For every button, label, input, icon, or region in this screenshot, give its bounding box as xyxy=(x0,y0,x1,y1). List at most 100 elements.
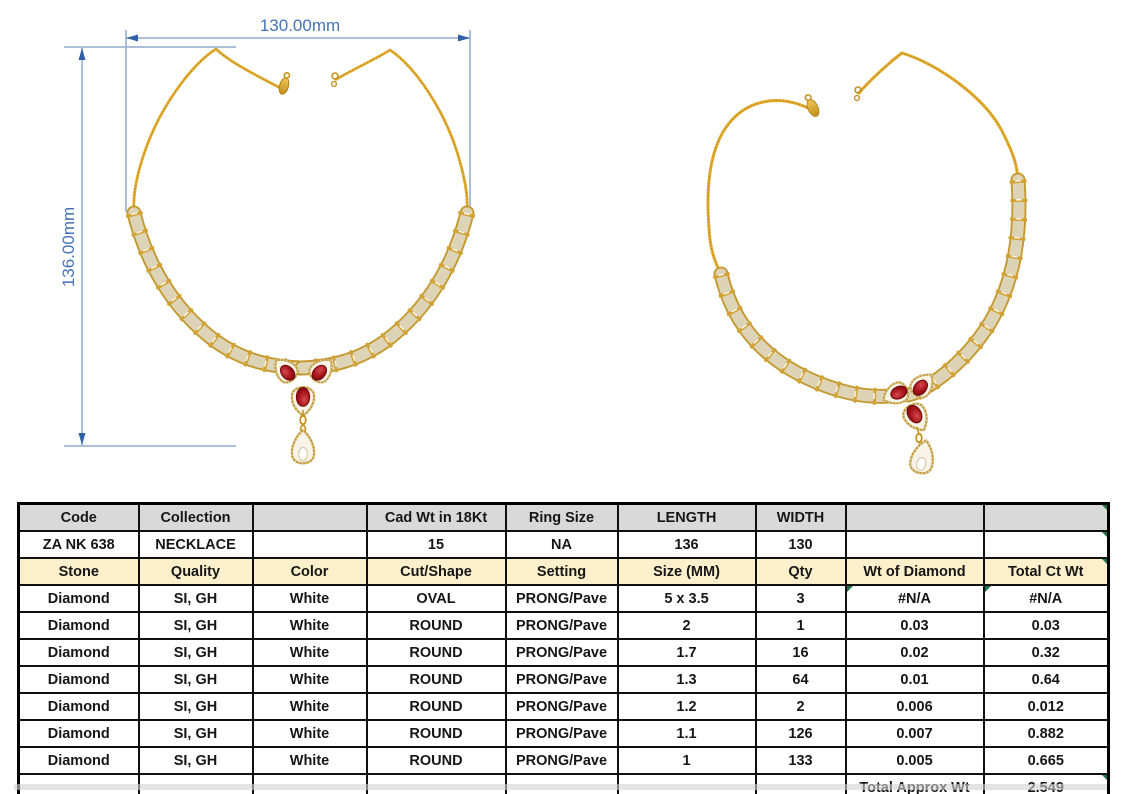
stone-header-cell: Cut/Shape xyxy=(365,557,507,586)
info-value-cell xyxy=(982,530,1110,559)
stone-header-cell: Quality xyxy=(137,557,254,586)
info-header-cell: Ring Size xyxy=(504,502,619,532)
stone-data-cell: PRONG/Pave xyxy=(504,638,619,667)
stone-data-cell: 3 xyxy=(754,584,847,613)
stone-data-cell: PRONG/Pave xyxy=(504,611,619,640)
drawing-area: 130.00mm 136.00mm xyxy=(59,16,1028,475)
cell-flag-icon xyxy=(1102,775,1107,780)
stone-data-cell: 0.01 xyxy=(844,665,985,694)
table-row: Diamond SI, GH White ROUND PRONG/Pave 1.7 16 0.… xyxy=(17,638,1110,667)
stone-data-cell: 2 xyxy=(616,611,757,640)
stone-data-cell: 1 xyxy=(616,746,757,775)
clasp-render-icon xyxy=(804,86,862,117)
stone-data-cell: Diamond xyxy=(17,665,140,694)
info-value-cell: NA xyxy=(504,530,619,559)
info-value-cell: 15 xyxy=(365,530,507,559)
stone-data-cell: PRONG/Pave xyxy=(504,584,619,613)
info-value-cell: 136 xyxy=(616,530,757,559)
stone-header-cell: Qty xyxy=(754,557,847,586)
stone-data-cell: ROUND xyxy=(365,746,507,775)
table-row: Diamond SI, GH White ROUND PRONG/Pave 1.2 2 0.0… xyxy=(17,692,1110,721)
stone-data-cell: PRONG/Pave xyxy=(504,746,619,775)
stone-data-cell: ROUND xyxy=(365,692,507,721)
table-row: Diamond SI, GH White OVAL PRONG/Pave 5 x 3.5 3… xyxy=(17,584,1110,613)
cell-flag-icon xyxy=(1102,533,1107,537)
cell-flag-icon xyxy=(1102,560,1107,564)
info-value-cell: ZA NK 638 xyxy=(17,530,140,559)
stone-data-cell: SI, GH xyxy=(137,719,254,748)
stone-data-cell: 1.7 xyxy=(616,638,757,667)
stone-data-cell: OVAL xyxy=(365,584,507,613)
stone-data-cell: 64 xyxy=(754,665,847,694)
stone-data-cell: White xyxy=(251,692,368,721)
spec-table-body: Code Collection Cad Wt in 18Kt Ring Size LEN… xyxy=(17,502,1110,794)
info-header-cell: Cad Wt in 18Kt xyxy=(365,502,507,532)
stone-header-cell: Setting xyxy=(504,557,619,586)
stone-data-cell: 0.882 xyxy=(982,719,1110,748)
stone-data-cell: SI, GH xyxy=(137,638,254,667)
chain-front xyxy=(132,47,469,214)
stone-data-cell: SI, GH xyxy=(137,665,254,694)
stone-data-cell: 0.64 xyxy=(982,665,1110,694)
info-header-cell: Code xyxy=(17,502,140,532)
info-header-cell xyxy=(982,502,1110,532)
stone-data-cell: 0.665 xyxy=(982,746,1110,775)
cell-flag-icon xyxy=(1102,505,1107,510)
error-indicator-icon xyxy=(985,587,991,592)
table-row: Diamond SI, GH White ROUND PRONG/Pave 2 1 0.03 0… xyxy=(17,611,1110,640)
stone-data-cell: 0.006 xyxy=(844,692,985,721)
stone-data-cell: SI, GH xyxy=(137,746,254,775)
info-value-cell xyxy=(844,530,985,559)
stone-data-cell: PRONG/Pave xyxy=(504,692,619,721)
stone-data-cell: 0.007 xyxy=(844,719,985,748)
stone-data-cell: PRONG/Pave xyxy=(504,665,619,694)
info-header-cell: LENGTH xyxy=(616,502,757,532)
teardrop-pendant-front xyxy=(290,428,316,465)
spec-table: Code Collection Cad Wt in 18Kt Ring Size LEN… xyxy=(17,502,1110,794)
stone-data-cell: White xyxy=(251,584,368,613)
stone-data-cell: Diamond xyxy=(17,746,140,775)
chain-render xyxy=(706,51,1020,275)
ruby-cluster-front xyxy=(274,358,333,465)
height-dimension-label: 136.00mm xyxy=(59,207,78,287)
stone-data-cell: 1.3 xyxy=(616,665,757,694)
stone-data-cell: White xyxy=(251,719,368,748)
stone-data-cell: 2 xyxy=(754,692,847,721)
table-row: Code Collection Cad Wt in 18Kt Ring Size LEN… xyxy=(17,502,1110,532)
info-header-cell xyxy=(844,502,985,532)
stone-data-cell: White xyxy=(251,638,368,667)
stone-data-cell: Diamond xyxy=(17,692,140,721)
info-value-cell: NECKLACE xyxy=(137,530,254,559)
necklace-cad-front-view xyxy=(125,47,476,465)
teardrop-pendant-render xyxy=(909,439,934,475)
stone-data-cell: #N/A xyxy=(844,584,985,613)
clasp-icon xyxy=(278,71,339,95)
error-indicator-icon xyxy=(847,587,853,592)
stone-data-cell: ROUND xyxy=(365,611,507,640)
ruby-cluster-render xyxy=(882,373,934,475)
necklace-rendered-view xyxy=(706,51,1028,475)
stone-data-cell: 0.012 xyxy=(982,692,1110,721)
stone-header-cell: Color xyxy=(251,557,368,586)
table-row: Stone Quality Color Cut/Shape Setting Size (M… xyxy=(17,557,1110,586)
table-row: Diamond SI, GH White ROUND PRONG/Pave 1 133 0.0… xyxy=(17,746,1110,775)
stone-data-cell: 1.1 xyxy=(616,719,757,748)
stone-data-cell: 133 xyxy=(754,746,847,775)
stone-data-cell: White xyxy=(251,665,368,694)
stone-data-cell: Diamond xyxy=(17,611,140,640)
stone-header-cell: Stone xyxy=(17,557,140,586)
stone-data-cell: Diamond xyxy=(17,638,140,667)
stone-data-cell: ROUND xyxy=(365,665,507,694)
width-dimension-label: 130.00mm xyxy=(260,16,340,35)
stone-data-cell: White xyxy=(251,611,368,640)
stone-data-cell: #N/A xyxy=(982,584,1110,613)
stone-data-cell: Diamond xyxy=(17,584,140,613)
diamond-band-front xyxy=(125,205,476,377)
diamond-band-render xyxy=(712,172,1028,405)
stone-data-cell: 126 xyxy=(754,719,847,748)
info-value-cell xyxy=(251,530,368,559)
stone-data-cell: 0.03 xyxy=(844,611,985,640)
stone-header-cell: Total Ct Wt xyxy=(982,557,1110,586)
stone-data-cell: 5 x 3.5 xyxy=(616,584,757,613)
